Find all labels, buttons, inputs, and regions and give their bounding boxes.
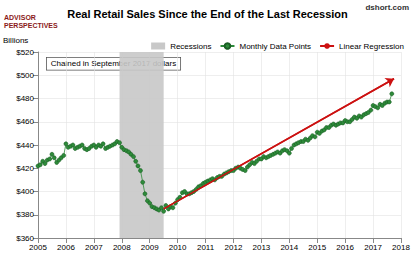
svg-text:2013: 2013 — [252, 243, 270, 252]
svg-text:Real Retail Sales Since the En: Real Retail Sales Since the End of the L… — [67, 8, 348, 20]
svg-text:$440: $440 — [16, 141, 34, 150]
svg-text:$500: $500 — [16, 71, 34, 80]
svg-text:Billions: Billions — [3, 36, 28, 45]
svg-text:$380: $380 — [16, 210, 34, 219]
svg-text:$520: $520 — [16, 48, 34, 57]
svg-text:2014: 2014 — [280, 243, 298, 252]
svg-text:dshort.com: dshort.com — [365, 3, 409, 12]
svg-text:Monthly Data Points: Monthly Data Points — [239, 42, 311, 51]
svg-text:2010: 2010 — [169, 243, 187, 252]
svg-text:ADVISOR: ADVISOR — [4, 14, 36, 21]
svg-text:2017: 2017 — [364, 243, 382, 252]
svg-text:$480: $480 — [16, 94, 34, 103]
svg-text:2016: 2016 — [336, 243, 354, 252]
svg-text:2006: 2006 — [57, 243, 75, 252]
svg-text:PERSPECTIVES: PERSPECTIVES — [4, 22, 58, 29]
svg-text:Linear Regression: Linear Regression — [339, 42, 404, 51]
svg-text:$420: $420 — [16, 164, 34, 173]
svg-text:$360: $360 — [16, 234, 34, 243]
svg-text:2009: 2009 — [141, 243, 159, 252]
svg-text:2005: 2005 — [29, 243, 47, 252]
svg-text:2018: 2018 — [392, 243, 410, 252]
svg-text:Recessions: Recessions — [170, 42, 211, 51]
svg-text:2007: 2007 — [85, 243, 103, 252]
svg-text:2015: 2015 — [308, 243, 326, 252]
svg-text:Chained in September 2017 doll: Chained in September 2017 dollars — [50, 59, 177, 69]
svg-text:2012: 2012 — [225, 243, 243, 252]
svg-text:2011: 2011 — [197, 243, 215, 252]
svg-text:$400: $400 — [16, 187, 34, 196]
svg-text:2008: 2008 — [113, 243, 131, 252]
svg-text:$460: $460 — [16, 117, 34, 126]
